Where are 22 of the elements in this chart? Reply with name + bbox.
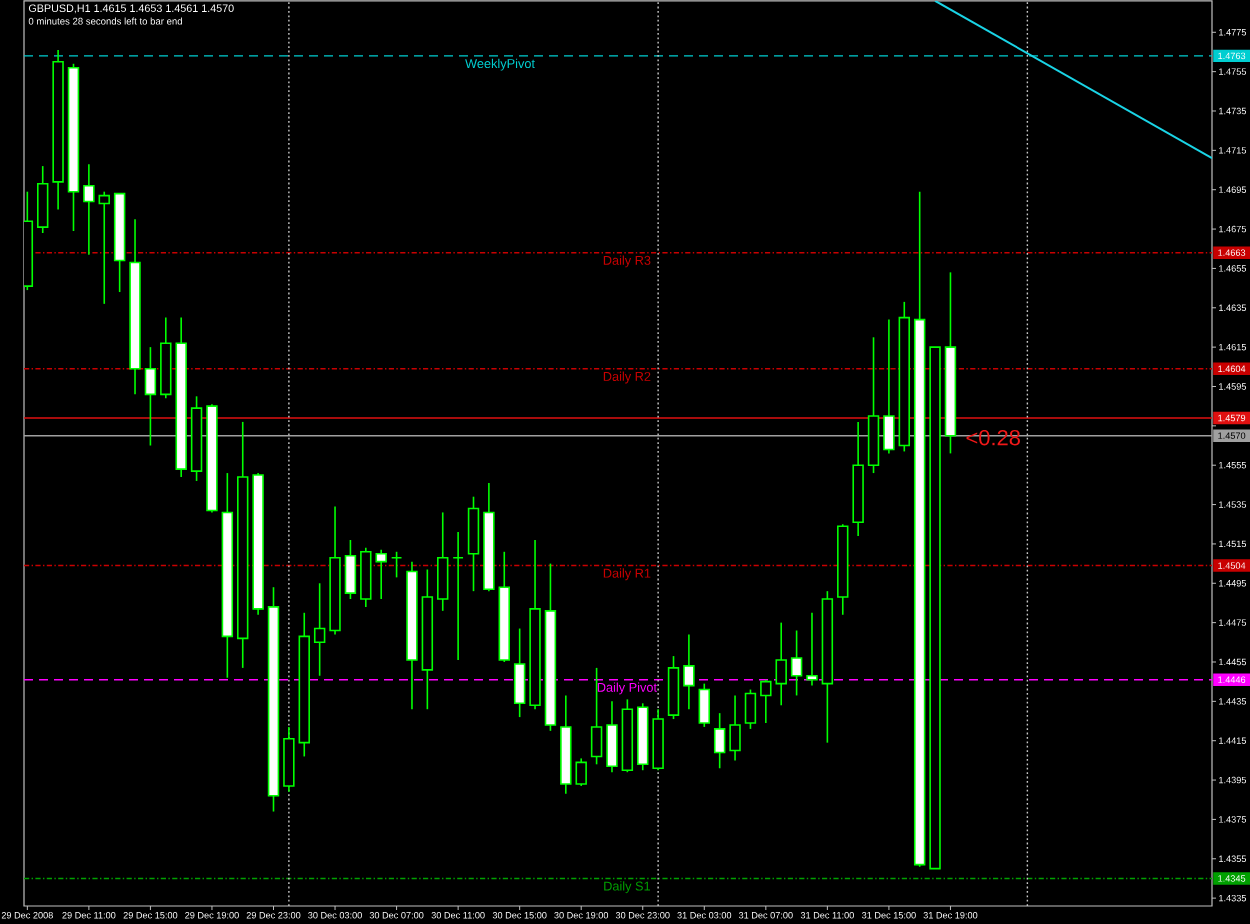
candlestick (37, 165, 49, 234)
candlestick (283, 726, 295, 793)
candlestick (698, 682, 711, 728)
candlestick (390, 550, 403, 579)
candlestick (790, 629, 803, 697)
candlestick (513, 627, 526, 718)
candlestick (144, 346, 157, 447)
candlestick (467, 495, 480, 592)
candlestick (98, 190, 110, 305)
candlestick (606, 700, 618, 773)
candlestick (437, 511, 449, 612)
candlestick (667, 655, 680, 720)
candlestick (313, 582, 326, 677)
candlestick (806, 611, 818, 687)
candlestick (344, 539, 357, 600)
candlestick (83, 163, 95, 256)
candlestick (729, 694, 741, 762)
candlestick (713, 712, 726, 770)
candlestick (744, 688, 757, 730)
candlestick (452, 531, 464, 661)
candlestick (683, 633, 695, 711)
candlestick (883, 318, 895, 455)
